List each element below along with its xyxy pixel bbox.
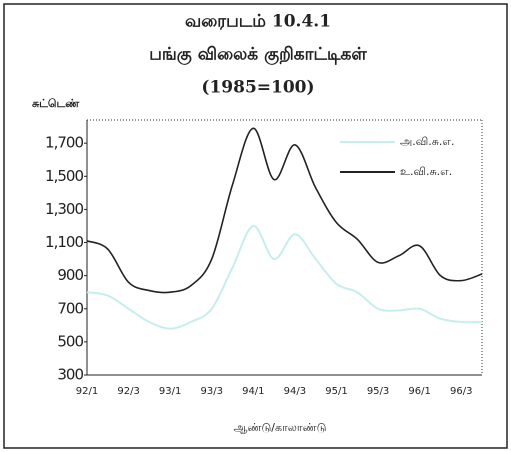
y-tick-label: 1,500 [45,167,83,185]
y-axis-label: சுட்டெண் [32,97,80,110]
x-tick-label: 96/3 [450,386,472,397]
chart-title: (1985=100) [201,78,314,98]
x-tick-label: 96/1 [408,386,430,397]
y-tick-label: 1,300 [45,200,83,218]
chart-title: பங்கு விலைக் குறிகாட்டிகள் [149,45,367,65]
x-tick-label: 94/1 [242,386,264,397]
x-tick-label: 93/3 [201,386,223,397]
series-line [86,127,483,294]
y-tick-label: 1,100 [45,233,83,251]
x-tick-label: 92/3 [117,386,139,397]
x-tick-label: 95/1 [325,386,347,397]
legend-label: உ.வி.சு.எ. [400,165,452,178]
series-line [86,224,483,330]
y-tick-label: 1,700 [45,134,83,152]
x-tick-label: 92/1 [76,386,98,397]
x-tick-label: 94/3 [284,386,306,397]
y-tick-label: 900 [57,266,83,284]
y-tick-label: 500 [57,332,83,350]
legend-label: அ.வி.சு.எ. [400,135,454,148]
x-axis-label: ஆண்டு/காலாண்டு [234,421,327,434]
x-tick-label: 93/1 [159,386,181,397]
y-tick-label: 700 [57,299,83,317]
y-tick-label: 300 [57,366,83,384]
chart-title: வரைபடம் 10.4.1 [185,12,331,32]
x-tick-label: 95/3 [367,386,389,397]
